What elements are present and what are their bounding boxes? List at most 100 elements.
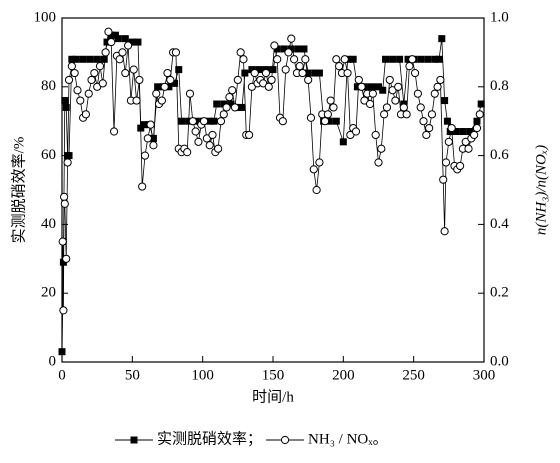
marker-circle [225, 93, 234, 102]
marker-circle [143, 134, 152, 143]
marker-circle [440, 227, 449, 236]
marker-circle [230, 103, 240, 112]
marker-square [339, 138, 347, 146]
marker-circle [250, 68, 259, 78]
marker-circle [427, 110, 437, 119]
marker-square [248, 66, 256, 74]
marker-square [68, 55, 76, 63]
marker-circle [335, 62, 344, 71]
marker-square [269, 66, 277, 74]
marker-circle [430, 89, 439, 98]
y-tick-label: 100 [34, 9, 57, 25]
marker-circle [433, 82, 442, 91]
marker-circle [464, 144, 473, 153]
marker-circle [62, 254, 71, 263]
marker-circle [323, 110, 332, 119]
marker-circle [233, 75, 242, 85]
x-tick-label: 0 [58, 367, 66, 383]
marker-circle [95, 62, 105, 71]
marker-circle [104, 27, 113, 36]
marker-square [114, 35, 122, 43]
marker-square [273, 45, 281, 53]
marker-square [477, 100, 485, 108]
marker-circle [171, 48, 181, 57]
marker-square [58, 348, 66, 356]
marker-square [417, 55, 425, 63]
x-tick-label: 100 [191, 367, 214, 383]
marker-square [130, 436, 138, 444]
marker-square [325, 117, 333, 125]
marker-circle [295, 62, 304, 71]
legend: 实测脱硝效率； NH₃ / NOₓ。 [115, 430, 388, 447]
marker-square [154, 83, 162, 91]
marker-circle [160, 82, 169, 91]
marker-square [452, 128, 460, 136]
marker-circle [320, 117, 330, 126]
marker-circle [447, 123, 456, 133]
marker-circle [290, 55, 299, 64]
y2-tick-label: 0.4 [490, 216, 509, 232]
marker-circle [394, 82, 403, 91]
marker-circle [183, 148, 192, 157]
y-axis-label: 实测脱硝效率/% [10, 137, 27, 244]
marker-circle [365, 99, 375, 109]
marker-circle [261, 68, 271, 78]
marker-square [294, 45, 302, 53]
marker-square [375, 83, 382, 91]
marker-square [389, 55, 397, 63]
marker-square [438, 35, 446, 43]
marker-circle [70, 68, 79, 78]
marker-square [227, 100, 235, 108]
marker-square [431, 55, 439, 63]
marker-square [178, 117, 186, 125]
marker-square [349, 55, 357, 63]
marker-square [128, 38, 136, 46]
marker-circle [298, 68, 307, 78]
marker-square [466, 128, 474, 136]
legend-punctuation: ； [247, 431, 262, 447]
marker-square [304, 69, 312, 77]
marker-circle [188, 117, 197, 126]
marker-circle [205, 141, 214, 150]
marker-circle [284, 48, 293, 57]
marker-circle [405, 62, 414, 71]
marker-circle [239, 55, 248, 64]
marker-circle [163, 68, 172, 78]
x-tick-label: 150 [262, 367, 285, 383]
marker-circle [118, 48, 127, 57]
marker-circle [278, 117, 287, 126]
marker-circle [326, 96, 335, 105]
marker-square [165, 83, 173, 91]
marker-square [379, 86, 387, 94]
y-tick-label: 60 [41, 147, 56, 163]
marker-circle [332, 55, 341, 64]
marker-square [175, 66, 183, 74]
marker-circle [60, 199, 69, 208]
marker-square [238, 103, 246, 111]
x-axis-label: 时间/h [252, 388, 294, 405]
x-tick-label: 300 [473, 367, 496, 383]
x-tick-label: 250 [402, 367, 425, 383]
marker-circle [219, 110, 228, 119]
marker-circle [385, 75, 394, 85]
marker-circle [399, 103, 408, 112]
marker-circle [208, 130, 217, 140]
marker-circle [281, 65, 290, 74]
marker-circle [264, 82, 273, 91]
y2-tick-label: 1.0 [490, 9, 509, 25]
marker-square [210, 117, 218, 125]
marker-circle [199, 117, 209, 126]
marker-circle [67, 62, 76, 71]
x-tick-label: 50 [125, 367, 140, 383]
y-tick-label: 20 [41, 285, 56, 301]
marker-circle [270, 41, 279, 50]
marker-circle [115, 55, 124, 64]
marker-circle [228, 86, 237, 95]
marker-circle [64, 75, 74, 85]
marker-circle [273, 55, 282, 64]
marker-square [171, 79, 179, 87]
marker-square [100, 55, 108, 63]
marker-circle [166, 75, 175, 85]
x-tick-label: 200 [332, 367, 355, 383]
marker-circle [343, 68, 352, 78]
